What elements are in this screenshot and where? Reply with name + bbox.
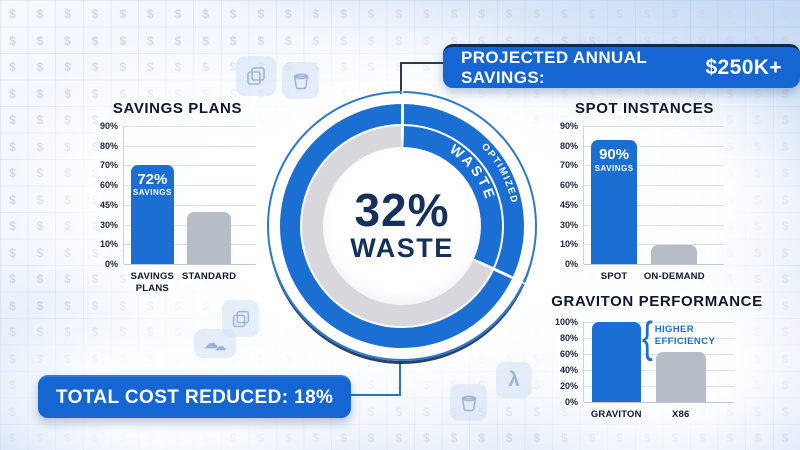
donut-center-label: WASTE	[350, 233, 454, 264]
graviton-performance-chart: GRAVITON PERFORMANCE 0% 20% 40% 60% 80% 100% G…	[547, 293, 767, 420]
stacked-squares-icon	[236, 56, 276, 96]
y-tick-label: 60%	[559, 349, 578, 359]
gridline	[584, 126, 724, 127]
y-tick-label: 90%	[559, 121, 578, 131]
y-tick-label: 60%	[559, 180, 578, 191]
y-tick-label: 0%	[564, 259, 578, 269]
bar-savings-plans: 72% SAVINGS	[130, 164, 175, 264]
connector-line	[400, 62, 445, 64]
bar-value-caption: SAVINGS	[594, 163, 634, 173]
y-tick-label: 0%	[104, 259, 118, 269]
plot-area: 0% 20% 40% 60% 80% 100% GRAVITON X86 {HIGHER EFFI…	[555, 313, 734, 420]
y-tick-label: 60%	[99, 180, 118, 191]
bucket-icon	[450, 384, 487, 421]
banner-text: PROJECTED ANNUAL SAVINGS:	[461, 47, 647, 87]
x-axis-label: GRAVITON	[590, 409, 642, 420]
chart-title: SAVINGS PLANS	[112, 100, 243, 117]
y-tick-label: 70%	[559, 160, 578, 171]
y-tick-label: 100%	[554, 317, 578, 327]
bar-standard	[187, 212, 231, 264]
plot-area: 0% 10% 30% 45% 60% 70% 80% 90% 72% SAVINGS SAVINGS…	[100, 121, 256, 294]
waste-donut-chart: WASTE OPTIMIZED 32% WASTE	[267, 88, 537, 361]
gridline	[124, 264, 256, 265]
y-tick-label: 10%	[99, 239, 118, 250]
curly-brace-icon: {	[641, 313, 653, 362]
bar-value-caption: SAVINGS	[132, 188, 172, 198]
higher-efficiency-annotation: {HIGHER EFFICIENCY	[640, 313, 716, 362]
projected-savings-banner: PROJECTED ANNUAL SAVINGS: $250K+	[443, 44, 800, 88]
x-axis-label: SPOT	[600, 271, 628, 282]
bar-value: 72%	[137, 170, 168, 188]
bar-on-demand	[651, 244, 698, 264]
y-tick-label: 10%	[559, 239, 578, 250]
gridline	[584, 264, 724, 265]
annotation-text: HIGHER	[654, 324, 695, 335]
bar-spot: 90% SAVINGS	[591, 139, 638, 264]
bar-value: 90%	[599, 145, 630, 163]
y-tick-label: 90%	[99, 121, 118, 131]
spot-instances-chart: SPOT INSTANCES 0% 10% 30% 45% 60% 70% 80% 90% 90…	[547, 100, 742, 282]
y-tick-label: 20%	[559, 381, 578, 391]
y-tick-label: 45%	[559, 199, 578, 210]
y-tick-label: 80%	[99, 140, 118, 151]
banner-value: $250K+	[705, 55, 782, 79]
y-tick-label: 40%	[559, 365, 578, 375]
annotation-text: EFFICIENCY	[654, 336, 716, 348]
bucket-icon	[282, 62, 319, 99]
x-axis-label: X86	[671, 409, 690, 420]
lambda-icon: λ	[496, 362, 532, 398]
y-tick-label: 80%	[559, 333, 578, 343]
y-tick-label: 70%	[99, 160, 118, 171]
donut-center: 32% WASTE	[323, 147, 481, 305]
clouds-icon: ☁ ☁	[194, 329, 236, 358]
chart-title: SPOT INSTANCES	[575, 100, 714, 117]
x-axis-label: SAVINGS PLANS	[130, 271, 175, 294]
gridline	[124, 145, 256, 147]
y-tick-label: 0%	[564, 397, 578, 407]
x-axis-label: STANDARD	[182, 271, 237, 282]
y-tick-label: 80%	[559, 140, 578, 151]
bar-graviton	[591, 322, 641, 402]
donut-center-value: 32%	[354, 184, 450, 237]
y-tick-label: 30%	[559, 219, 578, 230]
y-tick-label: 30%	[99, 219, 118, 230]
connector-line	[399, 361, 401, 396]
banner-text: TOTAL COST REDUCED: 18%	[56, 386, 334, 408]
y-tick-label: 45%	[99, 199, 118, 210]
savings-plans-chart: SAVINGS PLANS 0% 10% 30% 45% 60% 70% 80% 90% 72%…	[85, 100, 270, 294]
gridline	[584, 402, 734, 403]
plot-area: 0% 10% 30% 45% 60% 70% 80% 90% 90% SAVINGS SPOT ON-…	[560, 121, 724, 282]
x-axis-label: ON-DEMAND	[643, 271, 705, 282]
total-cost-banner: TOTAL COST REDUCED: 18%	[38, 375, 352, 418]
bar-x86	[656, 352, 706, 402]
chart-title: GRAVITON PERFORMANCE	[551, 293, 763, 310]
gridline	[124, 126, 256, 127]
